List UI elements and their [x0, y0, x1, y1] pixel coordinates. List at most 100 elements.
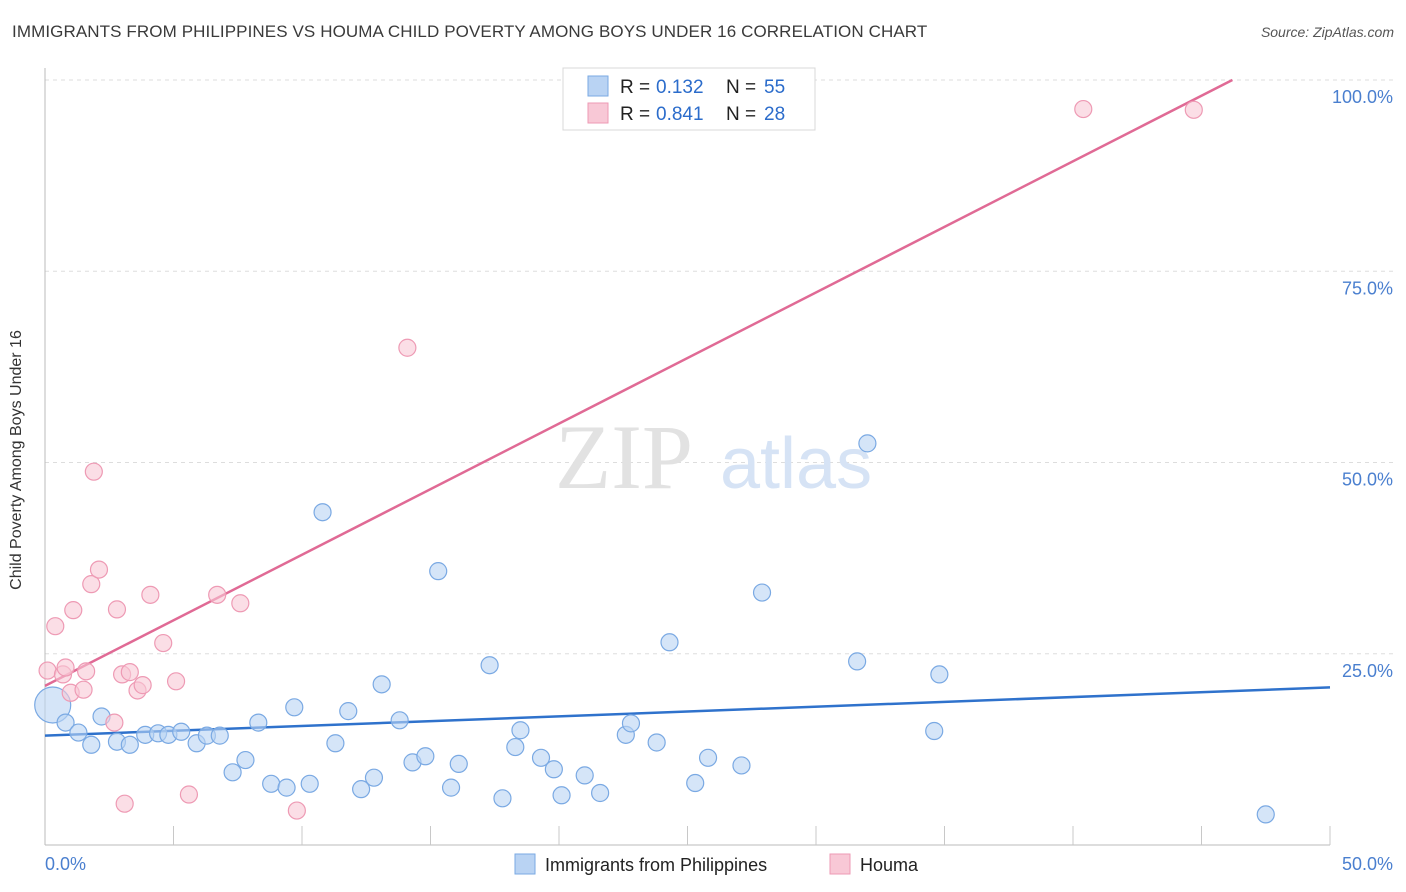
point-philippines-47 [698, 748, 718, 767]
watermark: ZIP atlas [555, 406, 872, 508]
point-houma-27 [1184, 100, 1203, 119]
point-philippines-39 [552, 786, 571, 805]
point-houma-8 [82, 575, 101, 594]
point-philippines-54 [1256, 805, 1275, 824]
point-houma-3 [56, 658, 75, 677]
point-philippines-33 [480, 656, 499, 675]
point-philippines-52 [925, 721, 944, 741]
point-houma-1 [46, 617, 65, 636]
chart-title: IMMIGRANTS FROM PHILIPPINES VS HOUMA CHI… [12, 22, 928, 41]
point-philippines-23 [339, 702, 358, 721]
point-philippines-30 [429, 562, 448, 581]
point-philippines-14 [223, 763, 242, 782]
point-houma-22 [208, 585, 227, 604]
point-philippines-49 [752, 583, 772, 602]
point-philippines-40 [575, 766, 594, 785]
point-philippines-0 [34, 686, 72, 724]
point-philippines-13 [210, 726, 229, 745]
trend-line-houma [44, 78, 1233, 687]
point-houma-0 [38, 661, 57, 680]
point-philippines-41 [591, 783, 610, 803]
x-tick-label-50: 50.0% [1342, 854, 1393, 874]
point-philippines-38 [544, 760, 563, 779]
correlation-legend: R = 0.132 N = 55 R = 0.841 N = 28 [562, 67, 816, 131]
point-houma-12 [107, 600, 127, 619]
y-tick-label-75: 75.0% [1342, 278, 1393, 298]
point-houma-11 [105, 713, 124, 732]
point-houma-19 [154, 633, 173, 653]
legend-swatch-blue [587, 75, 609, 97]
point-philippines-29 [416, 747, 435, 766]
legend-n-label-1: N = [726, 77, 756, 98]
point-philippines-48 [732, 756, 751, 775]
legend-n-value-1: 55 [764, 77, 785, 98]
point-philippines-17 [262, 774, 281, 793]
point-philippines-21 [313, 503, 332, 522]
point-philippines-3 [82, 735, 101, 754]
point-philippines-18 [277, 778, 296, 797]
point-philippines-10 [172, 722, 191, 741]
point-philippines-45 [660, 633, 679, 652]
point-philippines-6 [120, 735, 139, 754]
point-houma-14 [115, 794, 134, 813]
point-philippines-22 [326, 734, 345, 753]
point-philippines-19 [285, 698, 304, 717]
point-houma-25 [398, 338, 417, 357]
legend-r-value-2: 0.841 [656, 104, 704, 125]
series-legend: Immigrants from Philippines Houma [514, 853, 919, 875]
point-philippines-37 [531, 748, 551, 767]
y-tick-labels: 25.0% 50.0% 75.0% 100.0% [1332, 87, 1393, 681]
grid-lines [45, 79, 1395, 655]
point-houma-15 [120, 663, 139, 682]
point-philippines-27 [390, 711, 409, 730]
series-legend-swatch-philippines [514, 853, 536, 875]
point-philippines-46 [686, 773, 705, 793]
point-houma-7 [77, 662, 96, 681]
point-houma-20 [166, 672, 186, 691]
point-houma-9 [84, 462, 103, 481]
point-houma-23 [231, 594, 250, 613]
legend-n-label-2: N = [726, 104, 756, 125]
source-label: Source: ZipAtlas.com [1260, 24, 1394, 40]
point-philippines-1 [56, 713, 75, 732]
x-tick-marks [173, 826, 1331, 845]
point-philippines-16 [249, 713, 268, 732]
point-philippines-24 [352, 780, 371, 799]
y-tick-label-25: 25.0% [1342, 661, 1393, 681]
y-tick-label-100: 100.0% [1332, 87, 1393, 107]
series-legend-swatch-houma [829, 853, 851, 875]
trend-line-philippines [44, 686, 1331, 737]
point-philippines-36 [511, 721, 530, 740]
point-philippines-32 [449, 754, 468, 774]
watermark-zip: ZIP [555, 406, 693, 508]
y-tick-label-50: 50.0% [1342, 470, 1393, 490]
point-philippines-51 [858, 434, 877, 453]
point-houma-10 [89, 560, 109, 579]
point-philippines-15 [236, 750, 255, 770]
legend-swatch-pink [587, 102, 609, 124]
point-philippines-43 [621, 714, 641, 733]
point-houma-24 [287, 801, 306, 820]
x-tick-labels: 0.0% 50.0% [45, 854, 1393, 874]
series-legend-label-houma: Houma [860, 855, 919, 875]
point-philippines-34 [493, 789, 512, 808]
watermark-atlas: atlas [720, 424, 872, 504]
point-houma-26 [1074, 99, 1093, 119]
legend-n-value-2: 28 [764, 104, 785, 125]
point-houma-18 [141, 585, 160, 604]
point-philippines-35 [506, 737, 525, 757]
point-philippines-44 [647, 733, 666, 752]
point-houma-17 [133, 676, 152, 695]
point-houma-21 [179, 785, 199, 804]
point-philippines-20 [300, 774, 319, 793]
legend-r-value-1: 0.132 [656, 77, 704, 98]
legend-r-label-2: R = [620, 104, 650, 125]
series-legend-label-philippines: Immigrants from Philippines [545, 855, 767, 875]
point-philippines-25 [364, 768, 384, 787]
point-houma-6 [74, 680, 93, 699]
point-philippines-50 [848, 652, 867, 671]
point-philippines-31 [441, 778, 461, 797]
point-philippines-2 [69, 723, 88, 742]
legend-r-label-1: R = [620, 77, 650, 98]
